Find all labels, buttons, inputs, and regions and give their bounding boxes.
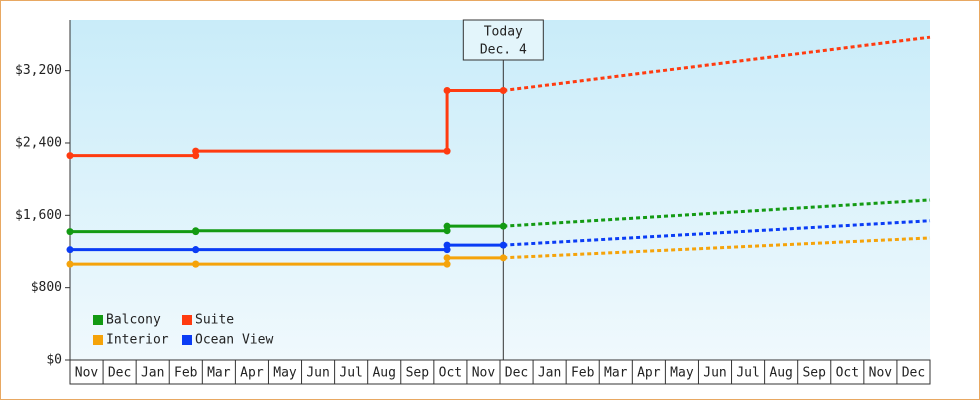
x-tick-label: Apr	[240, 366, 264, 381]
x-tick-label: Jun	[703, 366, 726, 381]
x-tick-label: Aug	[372, 366, 395, 381]
forecast-line	[503, 198, 931, 228]
x-tick-label: Jun	[306, 366, 329, 381]
x-tick-label: Nov	[869, 366, 893, 381]
forecast-line	[503, 236, 931, 260]
point	[443, 241, 451, 249]
x-tick-label: Sep	[802, 366, 826, 381]
point	[192, 260, 200, 268]
x-tick-label: Dec	[505, 366, 528, 381]
point	[443, 87, 451, 95]
x-tick-label: Oct	[836, 366, 859, 381]
x-tick-label: Nov	[472, 366, 496, 381]
y-tick-label: $800	[31, 280, 62, 295]
point	[192, 246, 200, 254]
y-tick-label: $3,200	[15, 63, 62, 78]
y-tick-label: $2,400	[15, 135, 62, 150]
x-tick-label: Nov	[75, 366, 99, 381]
legend-label: Interior	[106, 333, 169, 348]
legend-swatch	[93, 335, 103, 345]
point	[66, 228, 74, 236]
x-tick-label: Jul	[339, 366, 362, 381]
series-line	[70, 89, 504, 158]
point	[443, 254, 451, 262]
legend-swatch	[182, 335, 192, 345]
y-tick-label: $0	[46, 353, 62, 368]
today-box	[462, 19, 544, 61]
x-tick-label: Apr	[637, 366, 661, 381]
point	[66, 152, 74, 160]
point	[499, 241, 507, 249]
x-tick-label: Dec	[902, 366, 925, 381]
point	[192, 227, 200, 235]
x-tick-label: Jan	[141, 366, 164, 381]
y-tick-label: $1,600	[15, 208, 62, 223]
today-label: Dec. 4	[480, 43, 527, 58]
x-tick-label: Aug	[769, 366, 792, 381]
point	[499, 254, 507, 262]
x-tick-label: May	[670, 366, 694, 381]
today-label: Today	[484, 25, 523, 40]
series-line	[70, 224, 504, 234]
plot-area	[70, 20, 930, 360]
legend-label: Suite	[195, 313, 234, 328]
x-tick-label: Jul	[736, 366, 759, 381]
x-tick-label: Jan	[538, 366, 561, 381]
legend-swatch	[93, 315, 103, 325]
point	[499, 87, 507, 95]
point	[443, 222, 451, 230]
x-tick-label: Feb	[174, 366, 198, 381]
legend-label: Balcony	[106, 313, 161, 328]
x-tick-label: Feb	[571, 366, 595, 381]
x-tick-label: Dec	[108, 366, 131, 381]
x-tick-label: Sep	[406, 366, 430, 381]
point	[192, 147, 200, 155]
point	[443, 260, 451, 268]
x-tick-label: May	[273, 366, 297, 381]
x-tick-label: Mar	[604, 366, 628, 381]
point	[66, 246, 74, 254]
forecast-line	[503, 219, 931, 247]
point	[499, 222, 507, 230]
x-tick-label: Mar	[207, 366, 231, 381]
x-tick-label: Oct	[439, 366, 462, 381]
legend-swatch	[182, 315, 192, 325]
forecast-line	[503, 35, 931, 93]
legend-label: Ocean View	[195, 333, 273, 348]
point	[66, 260, 74, 268]
point	[443, 147, 451, 155]
